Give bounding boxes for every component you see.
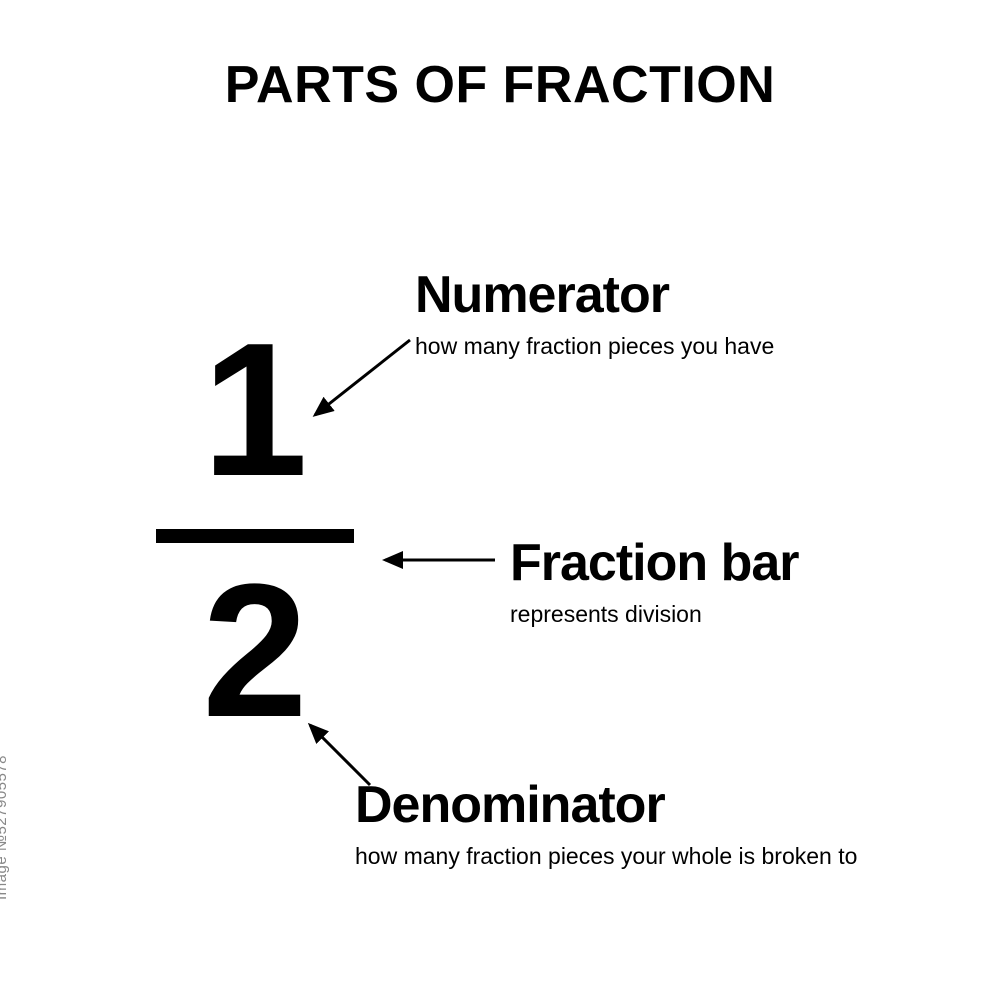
fraction-display: 1 2 bbox=[165, 320, 345, 741]
label-numerator-title: Numerator bbox=[415, 265, 774, 325]
label-fractionbar: Fraction bar represents division bbox=[510, 533, 799, 628]
fraction-bar bbox=[156, 529, 354, 543]
label-fractionbar-title: Fraction bar bbox=[510, 533, 799, 593]
page-title: PARTS OF FRACTION bbox=[0, 55, 1000, 115]
fraction-numerator: 1 bbox=[202, 320, 308, 501]
label-numerator-subtitle: how many fraction pieces you have bbox=[415, 333, 774, 360]
label-denominator-title: Denominator bbox=[355, 775, 857, 835]
label-denominator: Denominator how many fraction pieces you… bbox=[355, 775, 857, 870]
label-numerator: Numerator how many fraction pieces you h… bbox=[415, 265, 774, 360]
fraction-denominator: 2 bbox=[202, 561, 308, 742]
label-denominator-subtitle: how many fraction pieces your whole is b… bbox=[355, 843, 857, 870]
watermark-text: Image №527905578 bbox=[0, 755, 10, 900]
label-fractionbar-subtitle: represents division bbox=[510, 601, 799, 628]
